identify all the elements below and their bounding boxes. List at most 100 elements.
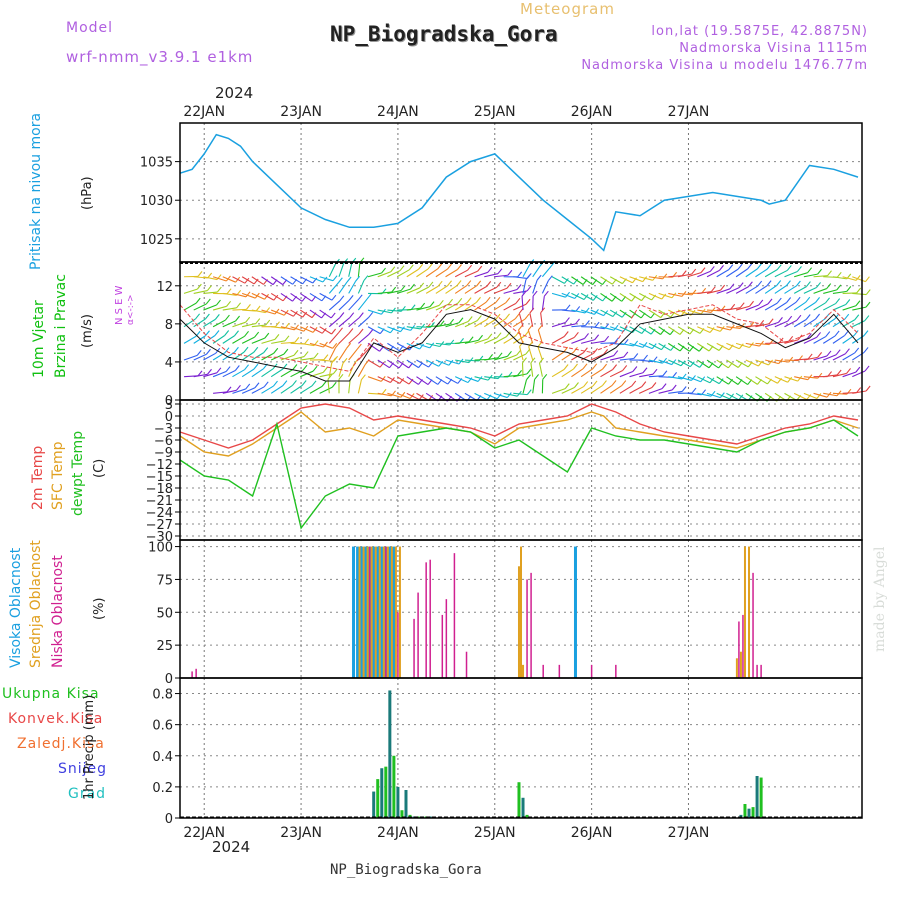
wind-barb [687, 309, 702, 315]
wind-barb [280, 384, 293, 394]
wind-barb [561, 292, 576, 299]
wind-barb-flag [631, 380, 637, 387]
wind-barb [367, 359, 381, 368]
wind-barb [561, 368, 574, 378]
wind-barb-flag [795, 280, 801, 287]
wind-barb-flag [458, 317, 464, 324]
wind-barb [619, 292, 632, 302]
cloud-bar [368, 546, 371, 678]
wind-barb-flag [681, 386, 687, 392]
wind-barb-flag [437, 280, 443, 287]
wind-barb [793, 319, 807, 328]
wind-barb [590, 276, 603, 286]
wind-barb [706, 376, 720, 385]
wind-barb-flag [245, 291, 251, 298]
wind-barb [367, 309, 382, 315]
wind-barb [513, 290, 528, 294]
wind-barb [687, 376, 701, 383]
wind-barb-flag [671, 384, 677, 391]
wind-barb-flag [670, 345, 676, 351]
wind-barb-flag [834, 330, 840, 337]
wind-barb-flag [348, 328, 354, 334]
temp-tick-label: −12 [146, 458, 173, 473]
wind-barb [551, 369, 565, 378]
wind-barb-flag [865, 289, 871, 295]
wind-barb [793, 301, 807, 311]
wind-barb-flag [208, 390, 212, 395]
wind-barb-flag [835, 349, 841, 356]
wind-barb [697, 342, 710, 352]
wind-barb [541, 280, 549, 294]
wind-barb [251, 292, 265, 300]
wind-barb [464, 319, 478, 328]
wind-barb-flag [846, 286, 852, 292]
wind-barb [667, 326, 681, 335]
wind-barb [241, 336, 255, 344]
wind-barb-flag [331, 381, 337, 388]
wind-barb [580, 309, 595, 315]
wind-barb-flag [476, 280, 482, 287]
wind-barb [600, 342, 615, 344]
wind-barb [280, 369, 294, 378]
wind-barb-flag [534, 374, 540, 380]
wind-barb-flag [283, 348, 289, 355]
cloud-bar [352, 546, 356, 678]
wind-barb [251, 386, 265, 394]
cloud-bar [397, 612, 399, 678]
temp-tick-label: −3 [154, 422, 173, 437]
wind-barb-flag [265, 319, 271, 326]
wind-barb [590, 385, 603, 394]
wind-barb [629, 342, 644, 348]
temp-line-1 [179, 411, 859, 457]
wind-barb [706, 269, 720, 278]
wind-barb-flag [691, 268, 697, 275]
cloud-tick-label: 50 [156, 606, 173, 621]
wind-barb-flag [689, 361, 695, 368]
wind-barb [242, 323, 256, 328]
wind-barb-flag [738, 282, 744, 288]
cloud-bar [394, 546, 397, 678]
wind-barb-flag [758, 299, 764, 306]
wind-barb-flag [439, 320, 445, 327]
wind-barb-flag [360, 374, 366, 381]
wind-barb-flag [825, 297, 830, 304]
wind-barb-flag [565, 291, 570, 298]
wind-barb [464, 359, 479, 362]
wind-barb-flag [526, 389, 532, 395]
wind-barb [716, 326, 731, 331]
wind-barb-flag [524, 313, 530, 320]
cloud-bar [590, 664, 593, 678]
wind-barb [251, 324, 266, 328]
cloud-bar [370, 546, 373, 678]
precip-bar [392, 755, 396, 818]
wind-barb-flag [381, 267, 386, 274]
wind-barb [406, 287, 420, 294]
wind-barb [377, 271, 392, 278]
wind-barb-flag [273, 347, 279, 354]
wind-barb-flag [466, 297, 472, 303]
wind-barb [590, 368, 603, 378]
wind-barb [600, 369, 613, 378]
wind-barb [745, 342, 760, 347]
wind-barb [813, 275, 828, 278]
wind-barb [803, 336, 817, 344]
wind-barb [529, 312, 534, 327]
wind-barb-flag [612, 311, 618, 317]
wind-barb [580, 292, 594, 301]
day-label-bottom-25JAN: 25JAN [474, 825, 516, 841]
wind-barb [396, 288, 411, 294]
wind-barb-flag [391, 286, 397, 293]
wind-barb-flag [845, 299, 851, 305]
wind-barb-flag [427, 263, 433, 270]
wind-barb [290, 356, 305, 361]
wind-barb [755, 268, 768, 278]
wind-barb [299, 385, 313, 394]
wind-barb-flag [244, 364, 250, 371]
wind-barb-flag [632, 366, 638, 372]
wind-barb-flag [613, 324, 619, 331]
wind-barb [726, 359, 739, 368]
cloud-bar [558, 664, 561, 678]
wind-barb [493, 287, 508, 294]
precip-tick-label: 0.2 [152, 781, 173, 796]
wind-barb [261, 368, 274, 378]
